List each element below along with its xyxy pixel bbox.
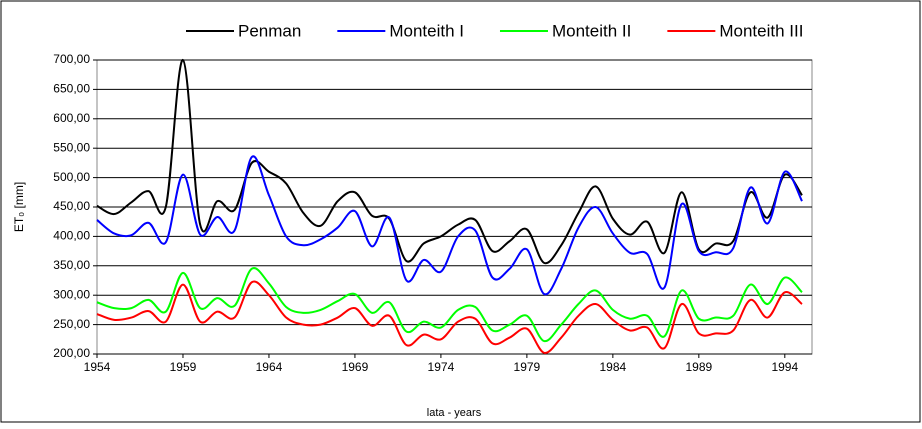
legend-label: Monteith III (719, 21, 803, 40)
x-tick-label: 1959 (170, 360, 197, 374)
series-line (96, 280, 803, 354)
x-tick-label: 1984 (600, 360, 627, 374)
y-tick-label: 300,00 (53, 287, 90, 301)
y-tick-label: 500,00 (53, 170, 90, 184)
series-line (96, 155, 803, 296)
x-tick-label: 1974 (428, 360, 455, 374)
y-tick-label: 200,00 (53, 346, 90, 360)
legend-label: Penman (238, 21, 301, 40)
y-tick-label: 650,00 (53, 82, 90, 96)
y-axis-label: ET₀ [mm] (12, 182, 26, 232)
legend-label: Monteith I (389, 21, 464, 40)
y-tick-label: 350,00 (53, 258, 90, 272)
y-tick-label: 700,00 (53, 52, 90, 66)
x-tick-label: 1954 (84, 360, 111, 374)
x-tick-label: 1989 (685, 360, 712, 374)
x-tick-label: 1994 (771, 360, 798, 374)
x-tick-label: 1964 (256, 360, 283, 374)
x-tick-label: 1969 (342, 360, 369, 374)
y-tick-label: 400,00 (53, 229, 90, 243)
x-axis-label: lata - years (427, 407, 482, 419)
series-line (96, 58, 803, 265)
y-tick-label: 550,00 (53, 140, 90, 154)
x-tick-label: 1979 (514, 360, 541, 374)
y-tick-label: 250,00 (53, 317, 90, 331)
y-tick-label: 600,00 (53, 111, 90, 125)
y-tick-label: 450,00 (53, 199, 90, 213)
series-line (96, 267, 803, 343)
legend-label: Monteith II (552, 21, 631, 40)
